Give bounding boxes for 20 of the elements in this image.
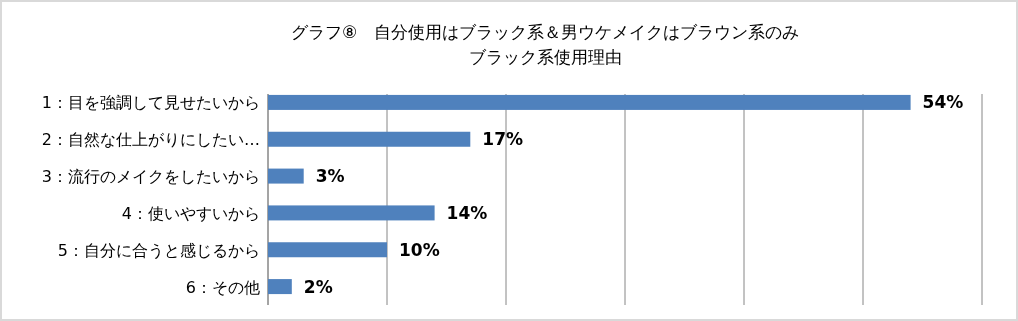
y-tick-label: 2：自然な仕上がりにしたい…	[41, 130, 260, 150]
data-label: 10%	[399, 239, 440, 260]
data-label: 54%	[922, 92, 964, 113]
data-label: 3%	[315, 166, 345, 187]
bar	[268, 131, 471, 147]
chart-title: グラフ⑧ 自分使用はブラック系＆男ウケメイクはブラウン系のみ	[290, 22, 800, 42]
y-tick-label: 1：目を強調して見せたいから	[41, 93, 260, 113]
y-tick-label: 5：自分に合うと感じるから	[57, 240, 260, 260]
data-label: 14%	[446, 202, 488, 223]
y-tick-label: 4：使いやすいから	[121, 203, 260, 223]
bar	[268, 94, 911, 110]
bar	[268, 205, 435, 221]
bar	[268, 168, 304, 184]
bar	[268, 242, 387, 258]
bar	[268, 279, 292, 295]
y-tick-label: 3：流行のメイクをしたいから	[41, 167, 260, 187]
data-label: 2%	[303, 276, 333, 297]
data-label: 17%	[482, 129, 523, 150]
chart-subtitle: ブラック系使用理由	[468, 47, 622, 67]
y-tick-label: 6：その他	[185, 277, 260, 297]
